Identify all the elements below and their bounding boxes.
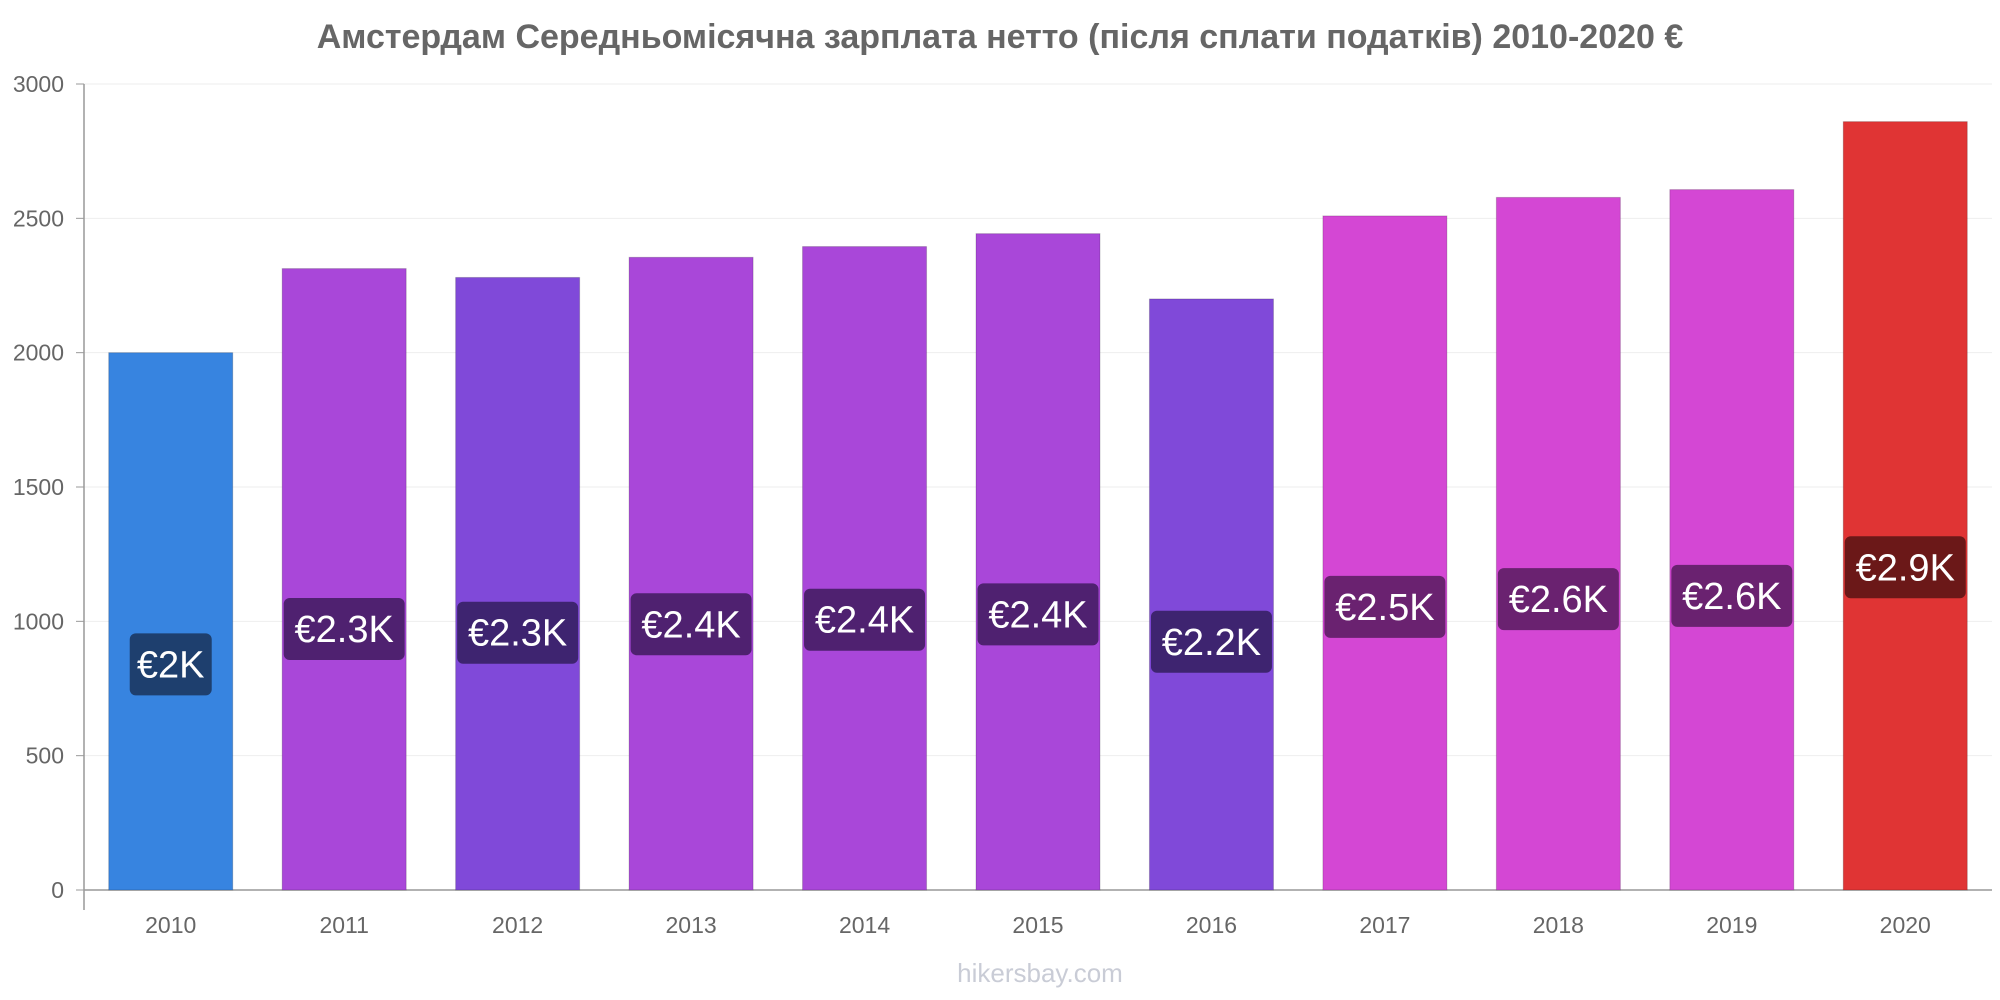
bar: [1148, 298, 1274, 891]
data-label-box: [1844, 536, 1966, 599]
x-tick-label: 2012: [492, 912, 543, 938]
data-label: €2.9K: [1856, 547, 1955, 589]
data-label: €2.2K: [1162, 622, 1261, 664]
x-tick-label: 2016: [1186, 912, 1237, 938]
data-label-box: [977, 583, 1099, 646]
x-tick-label: 2014: [839, 912, 890, 938]
data-label-box: [1497, 568, 1619, 631]
data-label: €2.6K: [1509, 579, 1608, 621]
data-label: €2.5K: [1335, 587, 1434, 629]
x-tick-label: 2015: [1012, 912, 1063, 938]
y-tick-label: 1000: [13, 608, 64, 634]
data-label-box: [129, 633, 212, 696]
data-label-box: [804, 588, 926, 651]
data-label-box: [1671, 564, 1793, 627]
bar: [281, 268, 407, 891]
data-label: €2.6K: [1682, 576, 1781, 618]
data-label-box: [1150, 610, 1272, 673]
y-tick-label: 2500: [13, 205, 64, 231]
data-label-box: [457, 601, 579, 664]
bar: [1669, 189, 1795, 891]
bar: [108, 352, 234, 891]
y-tick-label: 0: [51, 877, 64, 903]
watermark: hikersbay.com: [957, 958, 1123, 988]
x-tick-label: 2017: [1359, 912, 1410, 938]
bar: [1322, 215, 1448, 891]
x-tick-label: 2013: [666, 912, 717, 938]
bar: [1495, 196, 1621, 891]
bar: [975, 233, 1101, 891]
x-tick-label: 2020: [1880, 912, 1931, 938]
bar: [1842, 121, 1968, 891]
data-label: €2K: [137, 644, 205, 686]
bar: [802, 246, 928, 891]
data-label: €2.3K: [468, 613, 567, 655]
data-label: €2.4K: [641, 604, 740, 646]
data-label-box: [1324, 575, 1446, 638]
x-tick-label: 2018: [1533, 912, 1584, 938]
data-label: €2.4K: [988, 594, 1087, 636]
y-tick-label: 500: [26, 743, 64, 769]
data-label-box: [283, 598, 405, 661]
x-tick-label: 2011: [319, 912, 368, 938]
bar: [455, 276, 581, 891]
data-label: €2.3K: [295, 609, 394, 651]
data-label: €2.4K: [815, 600, 914, 642]
data-label-box: [630, 593, 752, 656]
bar: [628, 256, 754, 891]
x-tick-label: 2010: [145, 912, 196, 938]
x-tick-label: 2019: [1706, 912, 1757, 938]
chart-title: Амстердам Середньомісячна зарплата нетто…: [316, 18, 1684, 56]
y-tick-label: 2000: [13, 340, 64, 366]
y-tick-label: 3000: [13, 71, 64, 97]
y-tick-label: 1500: [13, 474, 64, 500]
